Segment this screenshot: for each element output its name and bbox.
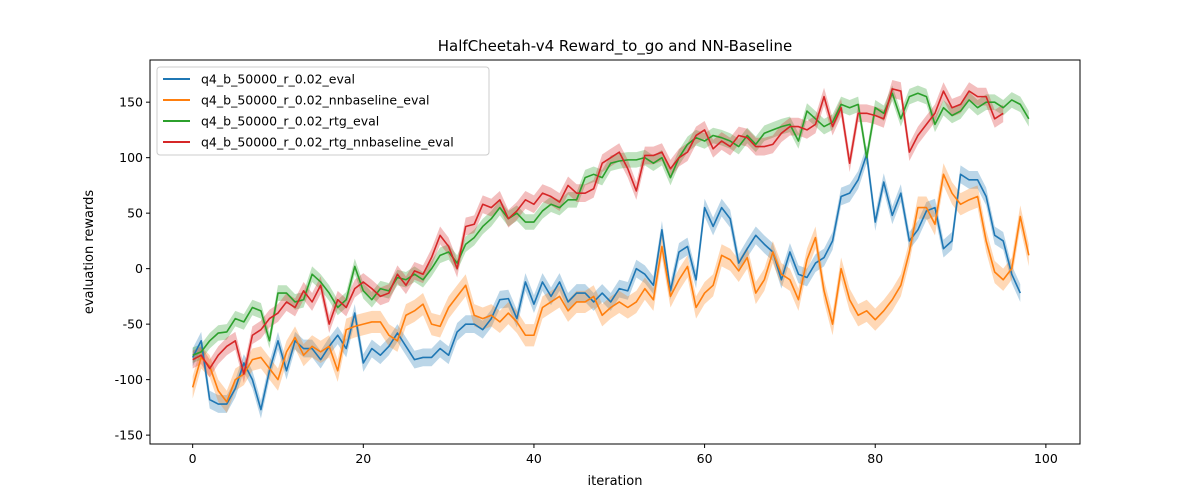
x-tick-label: 80 [867, 451, 883, 466]
y-tick-label: 150 [119, 95, 143, 110]
x-axis-ticks: 0 20 40 60 80 100 [189, 444, 1058, 466]
legend-label-2: q4_b_50000_r_0.02_rtg_eval [201, 114, 379, 129]
x-tick-label: 100 [1034, 451, 1058, 466]
chart-title: HalfCheetah-v4 Reward_to_go and NN-Basel… [438, 37, 792, 56]
series-line-0 [191, 153, 1022, 411]
series-line-3 [192, 88, 1004, 375]
x-axis-label: iteration [588, 474, 643, 489]
legend-box [156, 66, 490, 156]
legend-label-1: q4_b_50000_r_0.02_nnbaseline_eval [201, 93, 429, 108]
x-tick-label: 60 [697, 451, 713, 466]
y-tick-label: -50 [123, 317, 143, 332]
y-axis-label: evaluation rewards [82, 190, 97, 315]
series-lines [191, 88, 1030, 411]
x-tick-label: 0 [189, 451, 197, 466]
legend: q4_b_50000_r_0.02_eval q4_b_50000_r_0.02_… [156, 66, 490, 156]
x-tick-label: 40 [526, 451, 542, 466]
confidence-bands [192, 79, 1029, 419]
legend-label-3: q4_b_50000_r_0.02_rtg_nnbaseline_eval [201, 135, 454, 150]
plot-frame [149, 59, 1081, 445]
series-band-2 [192, 85, 1029, 363]
y-tick-label: 0 [135, 261, 143, 276]
y-axis-ticks: -150 -100 -50 0 50 100 150 [115, 95, 150, 443]
series-line-1 [191, 173, 1030, 403]
y-tick-label: -100 [115, 372, 143, 387]
x-tick-label: 20 [355, 451, 371, 466]
y-tick-label: -150 [115, 428, 143, 443]
y-tick-label: 100 [119, 150, 143, 165]
legend-label-0: q4_b_50000_r_0.02_eval [201, 72, 355, 87]
series-band-1 [192, 163, 1029, 413]
y-tick-label: 50 [127, 206, 143, 221]
